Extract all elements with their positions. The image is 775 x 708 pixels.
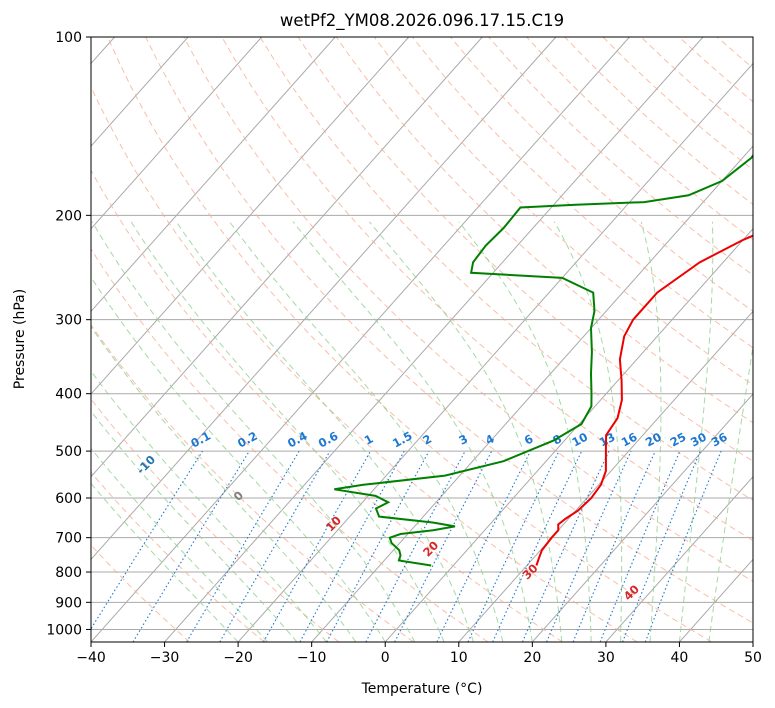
isotherm-line: [91, 37, 189, 147]
moist-adiabat: [91, 221, 416, 642]
mixing-ratio-line: [546, 450, 632, 642]
x-tick-label: 40: [671, 650, 689, 666]
y-axis-ticks: 100 200 300 400 500 600 700 800 900 1000: [46, 30, 91, 638]
moist-adiabat: [91, 276, 386, 642]
plot-frame: [90, 36, 754, 643]
mixing-ratio-line: [436, 450, 531, 642]
isotherm-line: [91, 37, 410, 395]
mixing-ratio-line: [521, 450, 610, 642]
mixing-ratio-line: [299, 450, 405, 642]
y-tick-label: 1000: [46, 622, 82, 638]
y-tick-label: 800: [55, 565, 82, 581]
moist-adiabat: [640, 221, 662, 642]
mixing-ratio-line: [326, 450, 430, 642]
isotherm-line: [605, 475, 753, 642]
dry-adiabat: [91, 169, 563, 642]
dry-adiabat: [373, 37, 753, 386]
isotherm-line: [91, 37, 263, 230]
profile-lines: [334, 153, 753, 567]
temperature-profile-line: [535, 234, 753, 566]
mixing-ratio-line: [599, 450, 681, 642]
dry-adiabat: [450, 37, 753, 312]
isotherm-line: [311, 145, 753, 642]
x-axis-ticks: −40 −30 −20 −10 0 10 20 30 40 50: [76, 642, 762, 666]
dry-adiabat: [412, 37, 753, 349]
mixing-ratio-label: 16: [619, 430, 640, 450]
mixing-ratio-label: 30: [688, 430, 709, 450]
plot-area: 0.10.20.40.611.52346810131620253036-100-…: [91, 37, 753, 642]
moist-adiabat: [91, 326, 357, 642]
y-tick-label: 100: [55, 30, 82, 46]
mixing-ratio-label: 20: [643, 430, 664, 450]
isotherm-line: [237, 62, 753, 642]
plot-background: [91, 37, 753, 642]
dry-adiabat: [91, 544, 191, 642]
isotherm-line: [531, 393, 753, 642]
moist-adiabat: [369, 221, 563, 642]
x-tick-label: −10: [297, 650, 327, 666]
dewpoint-profile-line: [334, 153, 753, 567]
mixing-ratio-line: [644, 450, 722, 642]
mixing-ratio-line: [132, 450, 250, 642]
mixing-ratio-lines: [91, 450, 722, 642]
isotherm-line: [384, 228, 753, 642]
dry-adiabat: [91, 398, 340, 642]
mixing-ratio-line: [263, 450, 371, 642]
dry-adiabat: [91, 85, 638, 642]
y-tick-label: 200: [55, 208, 82, 224]
y-tick-label: 300: [55, 313, 82, 329]
mixing-ratio-label: 13: [597, 430, 618, 450]
dry-adiabat: [91, 471, 265, 642]
isotherm-line: [91, 37, 557, 561]
y-tick-label: 900: [55, 595, 82, 611]
x-tick-label: 20: [523, 650, 541, 666]
dry-adiabat: [107, 37, 713, 642]
mixing-ratio-line: [622, 450, 701, 642]
moist-adiabat: [91, 482, 239, 642]
isotherm-line: [91, 37, 483, 478]
isotherm-line: [164, 37, 704, 642]
mixing-ratio-label: 25: [668, 430, 689, 450]
dry-adiabat: [145, 37, 753, 624]
y-tick-label: 400: [55, 387, 82, 403]
dry-adiabat: [91, 324, 414, 642]
x-tick-label: −30: [150, 650, 180, 666]
x-tick-label: −40: [76, 650, 106, 666]
moist-adiabat: [229, 221, 504, 642]
isotherm-line: [91, 37, 630, 642]
moist-adiabat: [708, 342, 753, 642]
y-axis-label: Pressure (hPa): [12, 289, 28, 389]
x-tick-label: −20: [223, 650, 253, 666]
x-tick-label: 10: [450, 650, 468, 666]
y-tick-label: 500: [55, 444, 82, 460]
x-axis-label: Temperature (°C): [361, 681, 483, 697]
x-tick-label: 50: [744, 650, 762, 666]
mixing-ratio-line: [572, 450, 656, 642]
moist-adiabat: [91, 410, 298, 642]
y-tick-label: 600: [55, 491, 82, 507]
isotherm-line: [91, 37, 336, 313]
mixing-ratio-line: [394, 450, 493, 642]
mixing-ratio-label: 36: [709, 430, 730, 450]
moist-adiabat: [553, 221, 623, 642]
dry-adiabat: [335, 37, 753, 424]
moist-adiabat: [678, 221, 714, 642]
x-tick-label: 30: [597, 650, 615, 666]
moist-adiabat: [91, 447, 268, 642]
mixing-ratio-line: [91, 450, 203, 630]
dry-adiabat: [91, 248, 489, 642]
x-tick-label: 0: [381, 650, 390, 666]
mixing-ratio-label: 10: [569, 430, 590, 450]
chart-title: wetPf2_YM08.2026.096.17.15.C19: [280, 11, 564, 31]
moist-adiabat: [130, 221, 445, 642]
dry-adiabats: [91, 37, 753, 642]
y-tick-label: 700: [55, 531, 82, 547]
